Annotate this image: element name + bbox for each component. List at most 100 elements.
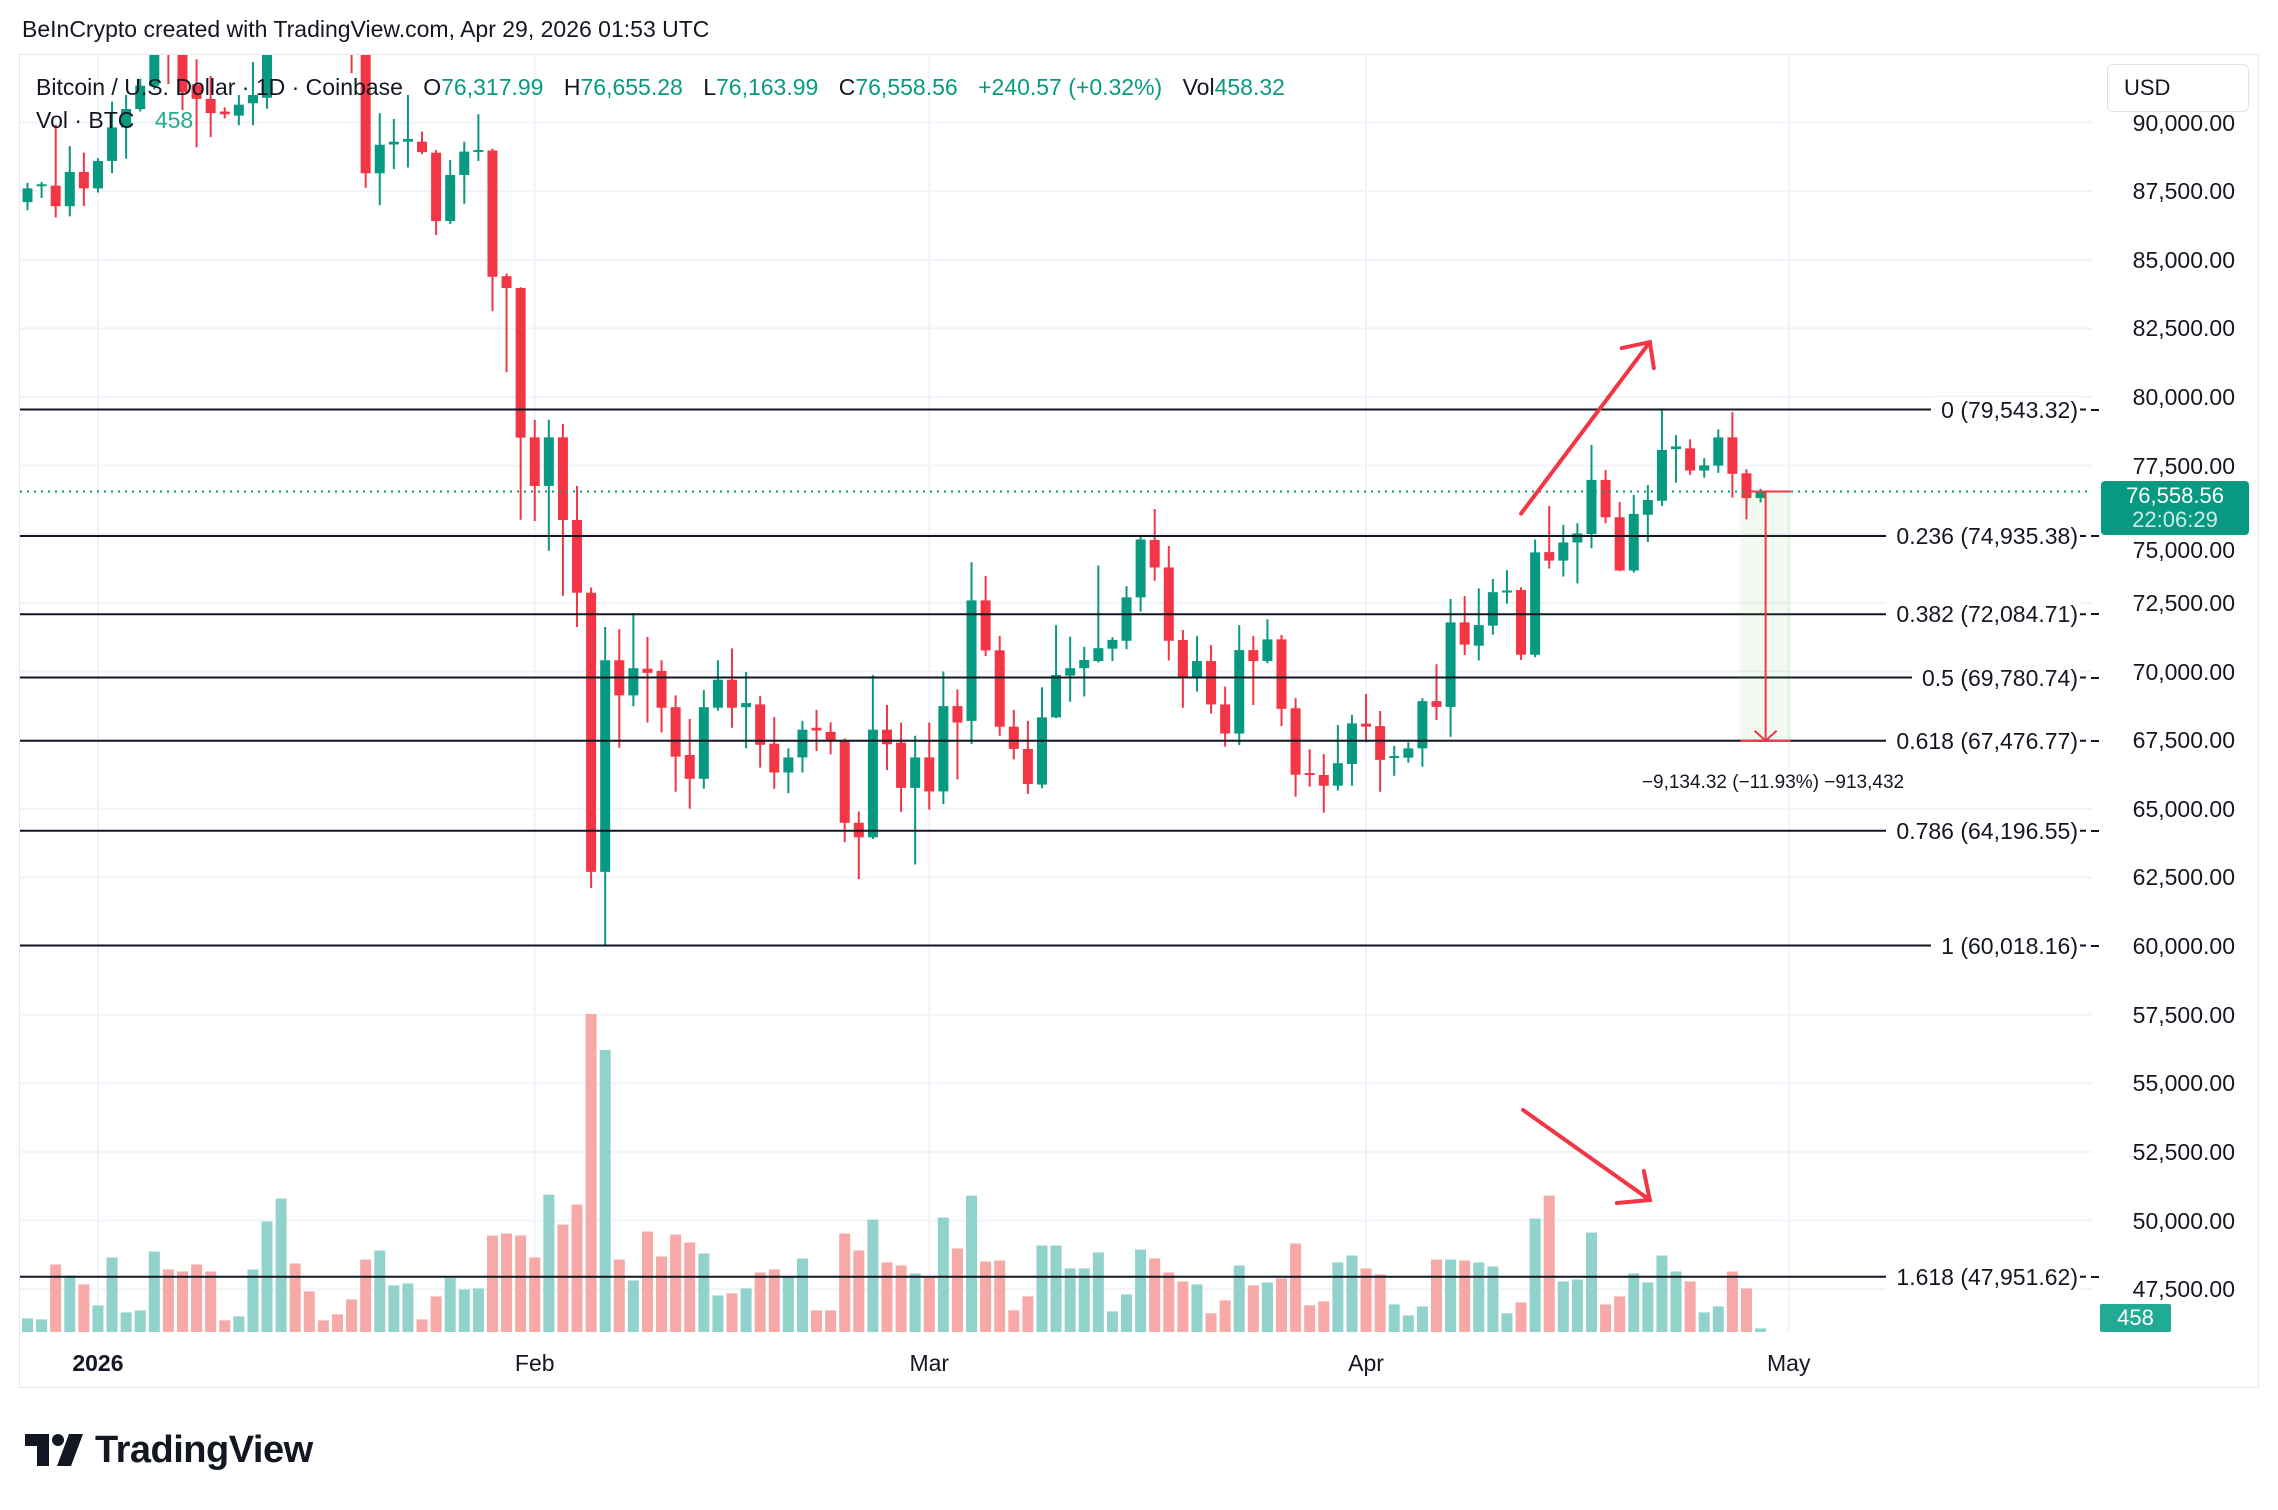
candle-body	[1431, 701, 1442, 707]
volume-bar	[585, 1014, 597, 1332]
candle-body	[783, 757, 794, 773]
price-tick-label: 47,500.00	[2132, 1276, 2235, 1303]
down-arrow-icon[interactable]	[1521, 1108, 1652, 1202]
candle-body	[1755, 491, 1766, 499]
candle-body	[1473, 625, 1484, 646]
candle	[642, 636, 653, 723]
candle-body	[431, 152, 442, 222]
candle	[741, 672, 752, 749]
candle	[769, 717, 780, 789]
volume-bar	[796, 1258, 808, 1332]
volume-bar	[205, 1271, 217, 1332]
volume-bar	[1008, 1310, 1020, 1332]
high-value: 76,655.28	[580, 74, 683, 100]
volume-bar	[472, 1288, 484, 1332]
volume-bar	[1304, 1305, 1316, 1332]
candle-body	[1417, 701, 1428, 749]
candle	[543, 419, 554, 551]
volume-bar	[176, 1271, 188, 1332]
volume-bar	[951, 1248, 963, 1332]
volume-bar	[571, 1204, 583, 1332]
candle	[121, 95, 132, 159]
volume-series-title[interactable]: Vol · BTC	[36, 107, 135, 133]
candle	[1544, 505, 1555, 569]
volume-bar	[1431, 1259, 1442, 1332]
candle-body	[36, 184, 47, 187]
price-tick-label: 80,000.00	[2132, 384, 2235, 410]
volume-bar	[937, 1217, 949, 1332]
volume-bar	[1445, 1259, 1457, 1332]
currency-selector[interactable]: USD	[2107, 64, 2249, 112]
volume-bar	[1712, 1306, 1724, 1332]
candle	[924, 722, 935, 810]
volume-bar	[557, 1224, 569, 1332]
volume-bar	[1459, 1260, 1471, 1332]
high-label: H	[563, 74, 581, 100]
candle	[1417, 698, 1428, 767]
volume-bar	[825, 1310, 837, 1332]
candle	[219, 107, 230, 119]
volume-bar	[444, 1278, 456, 1332]
fib-level-tick	[2091, 829, 2099, 832]
tradingview-logo[interactable]: TradingView	[25, 1428, 313, 1472]
volume-bar	[106, 1257, 118, 1332]
candle	[684, 718, 695, 809]
volume-bar	[1740, 1288, 1752, 1332]
candle-body	[1177, 639, 1188, 677]
volume-bar	[162, 1269, 174, 1332]
candle-body	[1262, 639, 1273, 662]
volume-bar	[613, 1259, 625, 1332]
volume-bar	[1473, 1262, 1485, 1332]
time-tick-label: 2026	[72, 1350, 124, 1376]
candle	[994, 635, 1005, 736]
candle	[1572, 523, 1583, 584]
candle-body	[642, 668, 653, 673]
candle-body	[543, 437, 554, 486]
volume-bar	[1219, 1300, 1231, 1332]
candle	[529, 419, 540, 522]
volume-bar	[402, 1283, 414, 1332]
fib-level-label: 0.382 (72,084.71)	[1886, 601, 2080, 628]
candle	[1600, 470, 1611, 524]
candle-body	[347, 0, 357, 40]
volume-bar	[1416, 1306, 1428, 1332]
volume-bar	[1628, 1273, 1640, 1332]
volume-bar	[515, 1235, 527, 1332]
volume-label: Vol	[1182, 74, 1215, 100]
candle	[177, 55, 188, 111]
fib-level-tick	[2091, 739, 2099, 742]
candle	[712, 660, 723, 711]
volume-bar	[1346, 1255, 1358, 1332]
candle	[205, 75, 216, 138]
candle	[656, 660, 667, 733]
symbol-legend: Bitcoin / U.S. Dollar · 1D · Coinbase O7…	[36, 71, 1285, 137]
volume-bar	[1149, 1258, 1161, 1332]
fib-level-tick	[2091, 613, 2099, 616]
volume-bar	[853, 1250, 865, 1332]
volume-bar	[1247, 1285, 1259, 1332]
candle	[1163, 546, 1174, 661]
candle	[417, 131, 428, 155]
candle-body	[797, 729, 808, 758]
candle-body	[1403, 748, 1414, 758]
fib-level-label: 0.786 (64,196.55)	[1886, 817, 2080, 844]
candle-body	[1234, 650, 1245, 734]
volume-value: 458.32	[1214, 74, 1285, 100]
volume-bar	[233, 1316, 245, 1332]
volume-bar	[726, 1293, 738, 1332]
candle	[487, 148, 498, 312]
candle-body	[811, 727, 822, 731]
candle-body	[1121, 597, 1132, 641]
candle-body	[1036, 717, 1047, 785]
candle-body	[1346, 723, 1357, 765]
candle-body	[247, 95, 258, 104]
candle	[402, 95, 413, 168]
symbol-title[interactable]: Bitcoin / U.S. Dollar · 1D · Coinbase	[36, 74, 403, 100]
up-arrow-icon[interactable]	[1519, 340, 1652, 516]
volume-bar	[1276, 1278, 1288, 1332]
open-value: 76,317.99	[441, 74, 544, 100]
candle	[966, 562, 977, 744]
volume-bar	[1402, 1315, 1414, 1332]
volume-series-value: 458	[154, 107, 194, 133]
